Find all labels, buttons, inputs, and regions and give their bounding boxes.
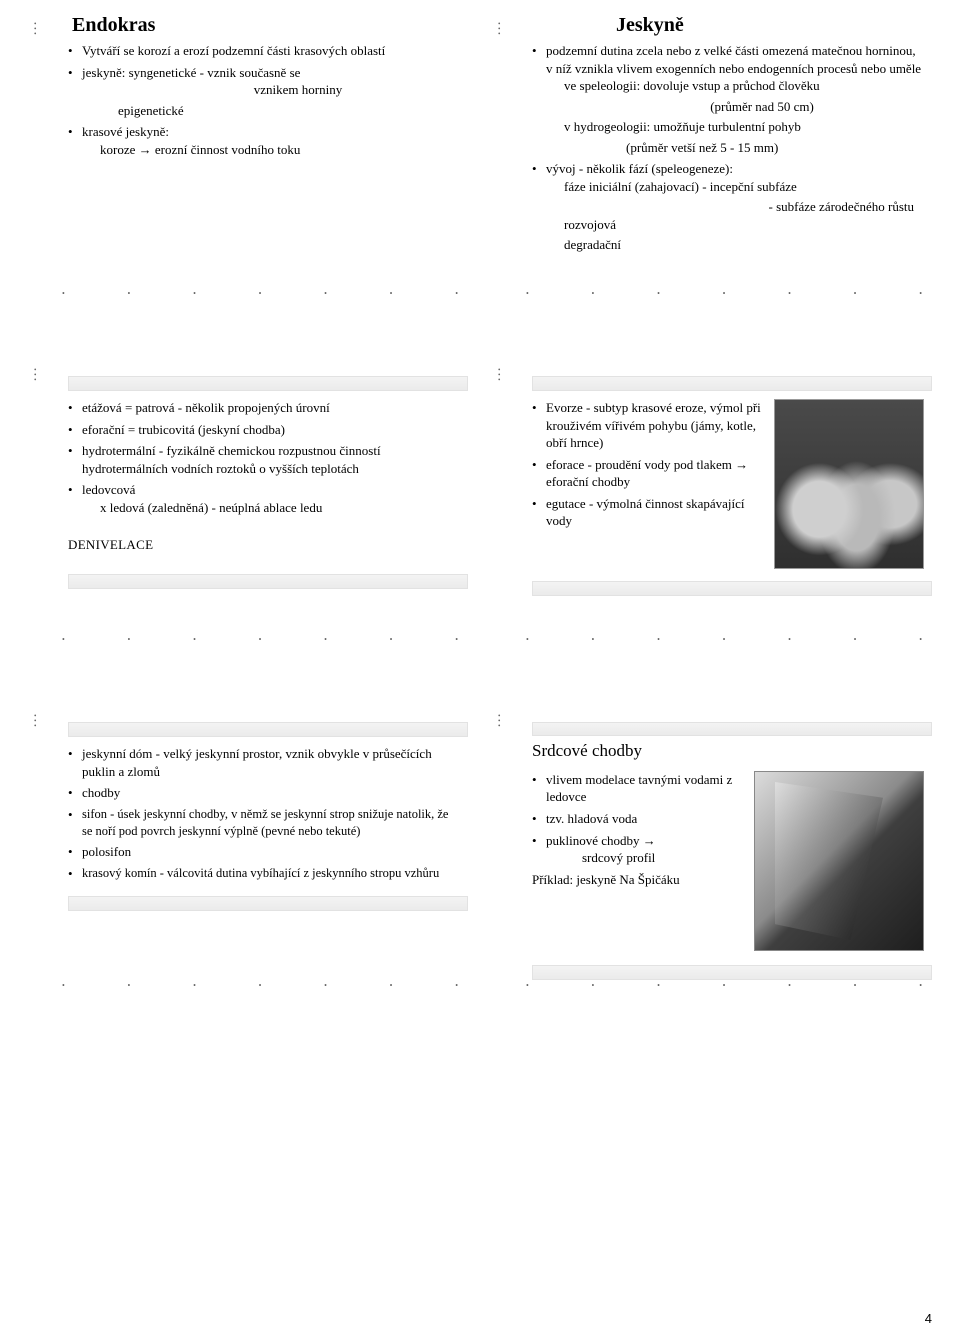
sub-line: degradační — [546, 236, 924, 254]
footer-word: DENIVELACE — [68, 536, 460, 554]
subtitle-bar — [532, 376, 932, 391]
bullet: tzv. hladová voda — [532, 810, 746, 828]
slide-vdots: ••• — [498, 22, 500, 37]
bullet: eforační = trubicovitá (jeskyní chodba) — [68, 421, 460, 439]
subheader: Srdcové chodby — [532, 740, 924, 763]
bullet: krasové jeskyně: koroze → erozní činnost… — [68, 123, 460, 158]
sub-line: x ledová (zaledněná) - neúplná ablace le… — [82, 499, 460, 517]
bullet-text: jeskyně: syngenetické - vznik současně s… — [82, 65, 300, 80]
bullet: sifon - úsek jeskynní chodby, v němž se … — [68, 806, 460, 840]
sub-line: (průměr nad 50 cm) — [546, 98, 924, 116]
bullet: puklinové chodby → srdcový profil — [532, 832, 746, 867]
slide-hdots: ••••••• — [526, 289, 922, 298]
subtitle-bar — [68, 722, 468, 737]
bullet: Evorze - subtyp krasové eroze, výmol při… — [532, 399, 766, 452]
bullet-text: ledovcová — [82, 482, 135, 497]
subtitle-bar — [532, 722, 932, 736]
sub-line: koroze → erozní činnost vodního toku — [82, 141, 460, 159]
cave-photo — [774, 399, 924, 569]
sub-line: epigenetické — [82, 102, 460, 120]
sub-line: ve speleologii: dovoluje vstup a průchod… — [546, 77, 924, 95]
slide-srdcove: ••• Srdcové chodby vlivem modelace tavný… — [492, 706, 932, 996]
bullet: jeskynní dóm - velký jeskynní prostor, v… — [68, 745, 460, 780]
bullet: hydrotermální - fyzikálně chemickou rozp… — [68, 442, 460, 477]
sub-line: - subfáze zárodečného růstu — [546, 198, 924, 216]
slide-hdots: ••••••• — [526, 981, 922, 990]
subtitle-bar — [532, 581, 932, 596]
slide-body: jeskynní dóm - velký jeskynní prostor, v… — [68, 745, 460, 882]
bullet: ledovcová x ledová (zaledněná) - neúplná… — [68, 481, 460, 516]
page-number: 4 — [925, 1311, 932, 1326]
slide-body: vlivem modelace tavnými vodami z ledovce… — [532, 771, 924, 951]
subtitle-bar — [68, 896, 468, 911]
sub-line: fáze iniciální (zahajovací) - incepční s… — [546, 178, 924, 196]
bullet: vývoj - několik fází (speleogeneze): fáz… — [532, 160, 924, 254]
slide-body: podzemní dutina zcela nebo z velké části… — [532, 42, 924, 254]
bullet: chodby — [68, 784, 460, 802]
sub-line: vznikem horniny — [82, 81, 460, 99]
slide-vdots: ••• — [34, 714, 36, 729]
subtitle-bar — [68, 574, 468, 589]
slide-hdots: ••••••• — [62, 981, 458, 990]
slide-title: Jeskyně — [612, 14, 932, 36]
subtitle-bar — [532, 965, 932, 980]
bullet: eforace - proudění vody pod tlakem → efo… — [532, 456, 766, 491]
slide-body: Evorze - subtyp krasové eroze, výmol při… — [532, 399, 924, 569]
slide-body: Vytváří se korozí a erozí podzemní části… — [68, 42, 460, 158]
tail-line: Příklad: jeskyně Na Špičáku — [532, 871, 746, 889]
slide-title: Endokras — [68, 14, 468, 36]
bullet: Vytváří se korozí a erozí podzemní části… — [68, 42, 460, 60]
bullet: vlivem modelace tavnými vodami z ledovce — [532, 771, 746, 806]
slide-hdots: ••••••• — [526, 635, 922, 644]
bullet-text: vývoj - několik fází (speleogeneze): — [546, 161, 733, 176]
slide-types: ••• etážová = patrová - několik propojen… — [28, 360, 468, 650]
slide-dom: ••• jeskynní dóm - velký jeskynní prosto… — [28, 706, 468, 996]
bullet: polosifon — [68, 843, 460, 861]
bullet: egutace - výmolná činnost skapávající vo… — [532, 495, 766, 530]
bullet-text: krasové jeskyně: — [82, 124, 169, 139]
sub-line: (průměr vetší než 5 - 15 mm) — [546, 139, 924, 157]
bullet: podzemní dutina zcela nebo z velké části… — [532, 42, 924, 156]
sub-line: v hydrogeologii: umožňuje turbulentní po… — [546, 118, 924, 136]
subtitle-bar — [68, 376, 468, 391]
bullet-text: podzemní dutina zcela nebo z velké části… — [546, 43, 921, 76]
slide-hdots: ••••••• — [62, 289, 458, 298]
bullet: jeskyně: syngenetické - vznik současně s… — [68, 64, 460, 120]
bullet-text: puklinové chodby → — [546, 833, 656, 848]
slide-jeskyne: ••• Jeskyně podzemní dutina zcela nebo z… — [492, 14, 932, 304]
sub-line: srdcový profil — [546, 849, 746, 867]
slide-vdots: ••• — [34, 368, 36, 383]
cave-photo — [754, 771, 924, 951]
slide-endokras: ••• Endokras Vytváří se korozí a erozí p… — [28, 14, 468, 304]
slide-vdots: ••• — [498, 714, 500, 729]
slide-vdots: ••• — [34, 22, 36, 37]
slide-body: etážová = patrová - několik propojených … — [68, 399, 460, 554]
bullet: krasový komín - válcovitá dutina vybíhaj… — [68, 865, 460, 882]
slide-vdots: ••• — [498, 368, 500, 383]
slide-hdots: ••••••• — [62, 635, 458, 644]
sub-line: rozvojová — [546, 216, 924, 234]
bullet: etážová = patrová - několik propojených … — [68, 399, 460, 417]
slide-evorze: ••• Evorze - subtyp krasové eroze, výmol… — [492, 360, 932, 650]
